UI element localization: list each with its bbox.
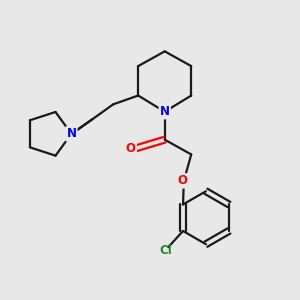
Text: Cl: Cl [159, 244, 172, 256]
Text: O: O [126, 142, 136, 155]
Text: N: N [66, 127, 76, 140]
Text: O: O [177, 174, 188, 188]
Text: N: N [160, 105, 170, 118]
